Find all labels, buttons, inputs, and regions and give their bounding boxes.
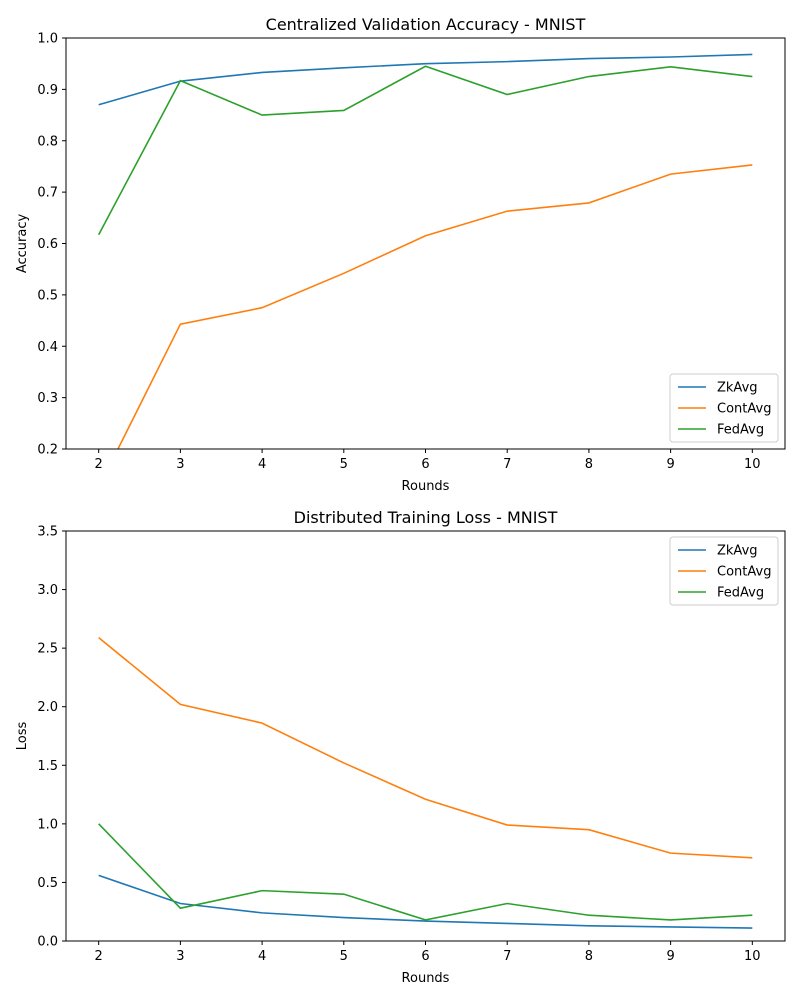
chart-1-y-tick-label: 0.3 (37, 391, 58, 406)
chart-2-series-line-zkavg (98, 874, 753, 929)
chart-2-y-tick-label: 1.5 (37, 759, 58, 774)
chart-1-series-line-fedavg (97, 65, 753, 236)
chart-1-x-tick-label: 10 (744, 457, 761, 472)
legend-label-contavg: ContAvg (717, 402, 771, 417)
chart-1-y-tick-label: 0.8 (37, 134, 58, 149)
chart-2-y-axis-label: Loss (15, 722, 30, 751)
chart-1-plot-area: 2 3 4 5 6 7 8 9 10 0.2 0.3 0.4 0.5 0.6 0.7 0.8 0.9 1.0 ZkA… (37, 32, 786, 472)
chart-2-y-tick-label: 0.5 (37, 876, 58, 891)
chart-1-x-tick-label: 5 (340, 457, 348, 472)
chart-2-x-tick-label: 3 (176, 949, 184, 964)
chart-2-x-axis-label: Rounds (402, 971, 450, 986)
chart-1-y-tick-label: 0.4 (37, 340, 58, 355)
chart-2-y-tick-label: 0.0 (37, 935, 58, 950)
legend-label-fedavg: FedAvg (717, 423, 764, 438)
chart-1-x-tick-label: 4 (258, 457, 266, 472)
chart-1-series-line-zkavg (98, 53, 753, 106)
chart-1-y-axis-label: Accuracy (15, 214, 30, 274)
legend-label-fedavg: FedAvg (717, 586, 764, 601)
chart-2-legend: ZkAvg ContAvg FedAvg (669, 536, 779, 606)
chart-2-plot-area: 2 3 4 5 6 7 8 9 10 0.0 0.5 1.0 1.5 2.0 2.5 3.0 3.5 ZkAvg C… (37, 525, 786, 964)
chart-1-title: Centralized Validation Accuracy - MNIST (266, 15, 586, 34)
chart-2-y-tick-label: 2.5 (37, 642, 58, 657)
chart-2-y-tick-label: 2.0 (37, 700, 58, 715)
chart-2-x-tick-label: 4 (258, 949, 266, 964)
chart-1-y-tick-label: 0.9 (37, 83, 58, 98)
chart-1-x-tick-label: 2 (95, 457, 103, 472)
chart-1-y-tick-label: 1.0 (37, 32, 58, 47)
chart-1-y-tick-label: 0.5 (37, 288, 58, 303)
chart-1-y-tick-label: 0.2 (37, 443, 58, 458)
chart-1-x-tick-label: 7 (503, 457, 511, 472)
chart-2-x-tick-label: 10 (744, 949, 761, 964)
chart-2-y-tick-label: 1.0 (37, 817, 58, 832)
chart-2-x-tick-label: 5 (340, 949, 348, 964)
chart-2-x-tick-label: 7 (503, 949, 511, 964)
chart-1-x-tick-label: 3 (176, 457, 184, 472)
chart-1-x-axis-label: Rounds (402, 479, 450, 494)
chart-2-x-tick-label: 2 (95, 949, 103, 964)
chart-1-y-tick-label: 0.7 (37, 186, 58, 201)
chart-2-x-tick-label: 9 (666, 949, 674, 964)
chart-2-y-tick-label: 3.5 (37, 525, 58, 540)
chart-1-x-tick-label: 9 (666, 457, 674, 472)
chart-2-x-tick-label: 8 (585, 949, 593, 964)
chart-1-legend: ZkAvg ContAvg FedAvg (669, 373, 779, 443)
legend-label-contavg: ContAvg (717, 565, 771, 580)
legend-label-zkavg: ZkAvg (717, 381, 758, 396)
chart-1-x-tick-label: 8 (585, 457, 593, 472)
chart-2-series-line-fedavg (98, 823, 753, 921)
chart-1-series-line-contavg (117, 164, 753, 449)
chart-1-y-tick-label: 0.6 (37, 237, 58, 252)
legend-label-zkavg: ZkAvg (717, 544, 758, 559)
chart-2-title: Distributed Training Loss - MNIST (294, 508, 558, 527)
chart-1-x-tick-label: 6 (421, 457, 429, 472)
chart-2-x-tick-label: 6 (421, 949, 429, 964)
chart-2-series-line-contavg (98, 636, 753, 859)
chart-2-y-tick-label: 3.0 (37, 583, 58, 598)
